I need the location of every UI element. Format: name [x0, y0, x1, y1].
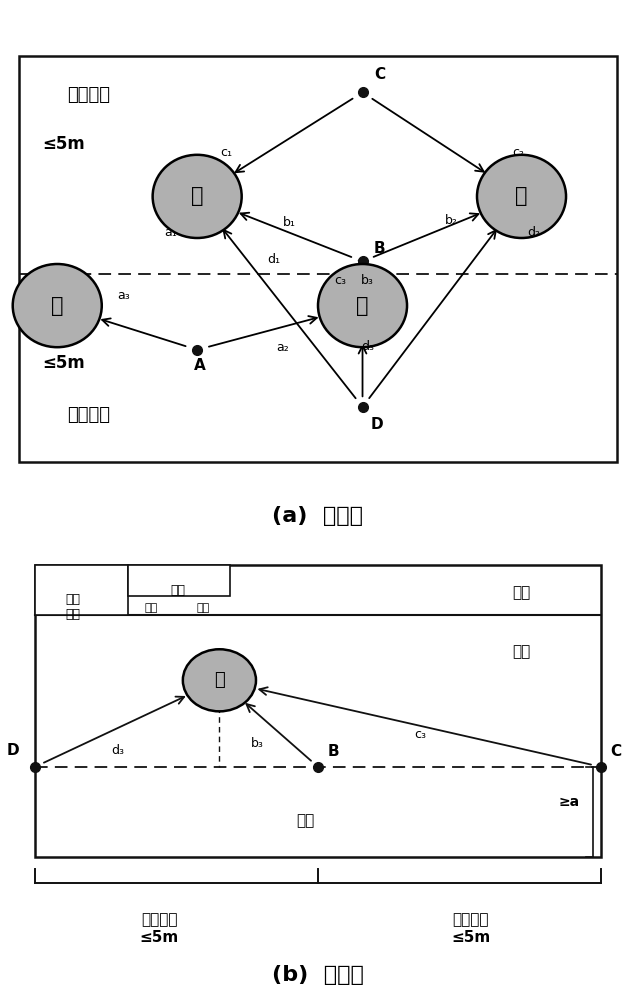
Text: 丙: 丙: [214, 671, 225, 689]
Text: d₃: d₃: [111, 744, 124, 757]
Text: C: C: [374, 67, 385, 82]
Text: d₁: d₁: [267, 253, 280, 266]
Text: c₁: c₁: [220, 146, 232, 159]
Text: c₃: c₃: [335, 274, 346, 287]
Ellipse shape: [13, 264, 102, 347]
Text: A: A: [194, 358, 205, 373]
Text: D: D: [6, 743, 19, 758]
Text: 乙: 乙: [515, 186, 528, 206]
Text: ≤5m: ≤5m: [42, 354, 85, 372]
Text: 电源: 电源: [170, 584, 186, 597]
Text: 吊顶: 吊顶: [513, 644, 530, 659]
Text: 一号车道: 一号车道: [67, 86, 111, 104]
Text: D: D: [370, 417, 383, 432]
Text: 丙: 丙: [356, 296, 369, 316]
Text: 网线: 网线: [145, 603, 158, 613]
Text: 屋顶: 屋顶: [513, 585, 530, 600]
Bar: [19, 56, 617, 462]
Text: 二号车道: 二号车道: [67, 406, 111, 424]
Text: c₂: c₂: [513, 146, 524, 159]
Text: b₂: b₂: [445, 214, 458, 227]
Bar: [35, 565, 601, 857]
Text: ≤5m: ≤5m: [42, 135, 85, 153]
Text: 电线: 电线: [197, 603, 210, 613]
Bar: [128, 565, 230, 596]
Text: 丁: 丁: [51, 296, 64, 316]
Text: C: C: [611, 744, 621, 759]
Text: a₃: a₃: [118, 289, 130, 302]
Text: 地面: 地面: [296, 813, 314, 828]
Text: B: B: [328, 744, 339, 759]
Text: c₃: c₃: [414, 728, 425, 741]
Text: 甲: 甲: [191, 186, 204, 206]
Text: (b)  剖面图: (b) 剖面图: [272, 965, 364, 985]
Text: 一号车道
≤5m: 一号车道 ≤5m: [451, 912, 490, 945]
Text: 二号车道
≤5m: 二号车道 ≤5m: [139, 912, 179, 945]
Ellipse shape: [318, 264, 407, 347]
Ellipse shape: [477, 155, 566, 238]
Text: a₂: a₂: [277, 341, 289, 354]
Ellipse shape: [183, 649, 256, 711]
Bar: [35, 565, 128, 615]
Text: b₁: b₁: [283, 216, 296, 229]
Text: d₂: d₂: [528, 226, 541, 239]
Text: a₁: a₁: [164, 226, 177, 239]
Text: d₃: d₃: [361, 340, 374, 353]
Ellipse shape: [153, 155, 242, 238]
Text: B: B: [374, 241, 385, 256]
Text: (a)  平面图: (a) 平面图: [272, 506, 364, 526]
Text: ≥a: ≥a: [558, 795, 580, 809]
Text: 汇聚
中心: 汇聚 中心: [66, 593, 81, 621]
Text: b₃: b₃: [361, 274, 374, 287]
Text: b₃: b₃: [251, 737, 264, 750]
